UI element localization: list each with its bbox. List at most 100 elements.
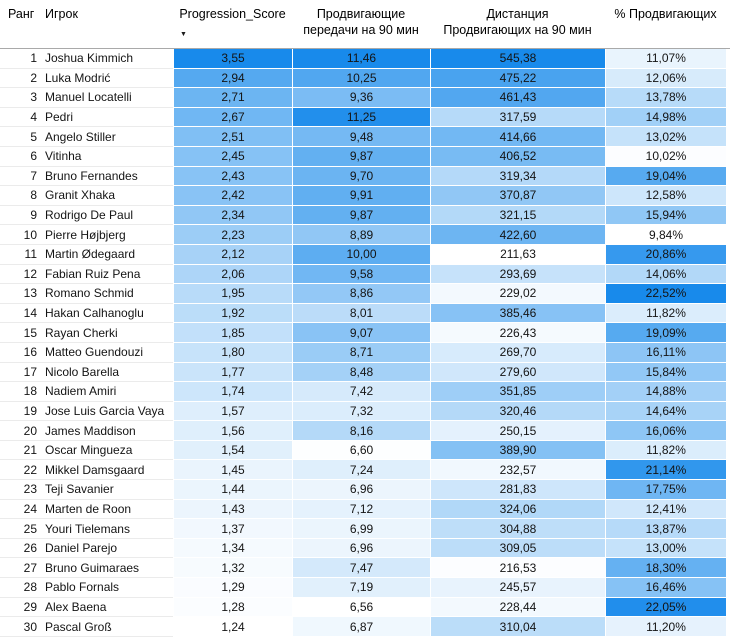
distance-cell[interactable]: 279,60: [430, 362, 605, 383]
passes-cell[interactable]: 8,16: [292, 421, 430, 441]
pct-cell[interactable]: 13,00%: [605, 538, 726, 559]
player-cell[interactable]: Angelo Stiller: [40, 127, 173, 147]
player-cell[interactable]: Rodrigo De Paul: [40, 206, 173, 226]
rank-cell[interactable]: 28: [0, 578, 40, 598]
score-cell[interactable]: 2,45: [173, 146, 292, 167]
player-cell[interactable]: Fabian Ruiz Pena: [40, 265, 173, 285]
player-cell[interactable]: Bruno Guimaraes: [40, 558, 173, 579]
pct-cell[interactable]: 9,84%: [605, 225, 726, 245]
pct-cell[interactable]: 20,86%: [605, 244, 726, 265]
score-cell[interactable]: 2,06: [173, 264, 292, 285]
distance-cell[interactable]: 232,57: [430, 460, 605, 481]
rank-cell[interactable]: 1: [0, 49, 40, 69]
pct-cell[interactable]: 11,20%: [605, 617, 726, 637]
pct-cell[interactable]: 14,06%: [605, 264, 726, 285]
score-cell[interactable]: 1,44: [173, 480, 292, 500]
rank-cell[interactable]: 3: [0, 88, 40, 108]
score-cell[interactable]: 1,80: [173, 342, 292, 363]
rank-cell[interactable]: 30: [0, 617, 40, 637]
rank-cell[interactable]: 14: [0, 304, 40, 324]
rank-cell[interactable]: 19: [0, 402, 40, 422]
player-cell[interactable]: Mikkel Damsgaard: [40, 460, 173, 481]
distance-cell[interactable]: 324,06: [430, 499, 605, 520]
pct-cell[interactable]: 13,78%: [605, 88, 726, 108]
player-cell[interactable]: James Maddison: [40, 421, 173, 441]
player-cell[interactable]: Daniel Parejo: [40, 539, 173, 559]
rank-cell[interactable]: 23: [0, 480, 40, 500]
rank-cell[interactable]: 27: [0, 558, 40, 579]
score-cell[interactable]: 2,12: [173, 244, 292, 265]
distance-cell[interactable]: 475,22: [430, 68, 605, 89]
score-cell[interactable]: 1,77: [173, 362, 292, 383]
player-cell[interactable]: Oscar Mingueza: [40, 441, 173, 461]
pct-cell[interactable]: 21,14%: [605, 460, 726, 481]
rank-cell[interactable]: 24: [0, 500, 40, 520]
rank-cell[interactable]: 5: [0, 127, 40, 147]
pct-cell[interactable]: 12,06%: [605, 68, 726, 89]
player-cell[interactable]: Nadiem Amiri: [40, 382, 173, 402]
rank-cell[interactable]: 16: [0, 343, 40, 363]
score-cell[interactable]: 1,54: [173, 440, 292, 461]
player-cell[interactable]: Alex Baena: [40, 598, 173, 618]
rank-cell[interactable]: 25: [0, 519, 40, 539]
score-cell[interactable]: 1,24: [173, 617, 292, 637]
pct-cell[interactable]: 15,94%: [605, 205, 726, 226]
score-cell[interactable]: 1,28: [173, 597, 292, 618]
player-cell[interactable]: Marten de Roon: [40, 500, 173, 520]
score-cell[interactable]: 1,85: [173, 323, 292, 343]
pct-cell[interactable]: 12,41%: [605, 499, 726, 520]
distance-cell[interactable]: 370,87: [430, 186, 605, 206]
score-cell[interactable]: 1,45: [173, 460, 292, 481]
passes-cell[interactable]: 9,87: [292, 205, 430, 226]
rank-cell[interactable]: 29: [0, 598, 40, 618]
player-cell[interactable]: Vitinha: [40, 147, 173, 167]
passes-cell[interactable]: 6,96: [292, 480, 430, 500]
passes-cell[interactable]: 8,48: [292, 362, 430, 383]
distance-cell[interactable]: 320,46: [430, 401, 605, 422]
distance-cell[interactable]: 389,90: [430, 440, 605, 461]
rank-cell[interactable]: 11: [0, 245, 40, 265]
passes-cell[interactable]: 7,32: [292, 401, 430, 422]
player-cell[interactable]: Matteo Guendouzi: [40, 343, 173, 363]
pct-cell[interactable]: 16,11%: [605, 342, 726, 363]
rank-cell[interactable]: 13: [0, 284, 40, 304]
rank-cell[interactable]: 21: [0, 441, 40, 461]
pct-cell[interactable]: 14,88%: [605, 382, 726, 402]
score-cell[interactable]: 3,55: [173, 49, 292, 69]
distance-cell[interactable]: 385,46: [430, 303, 605, 324]
distance-cell[interactable]: 281,83: [430, 480, 605, 500]
passes-cell[interactable]: 9,91: [292, 186, 430, 206]
score-cell[interactable]: 1,74: [173, 382, 292, 402]
distance-cell[interactable]: 228,44: [430, 597, 605, 618]
distance-cell[interactable]: 304,88: [430, 519, 605, 539]
passes-cell[interactable]: 9,70: [292, 166, 430, 187]
passes-cell[interactable]: 9,87: [292, 146, 430, 167]
rank-cell[interactable]: 4: [0, 108, 40, 128]
distance-cell[interactable]: 211,63: [430, 244, 605, 265]
column-header-distance[interactable]: Дистанция Продвигающих на 90 мин: [430, 0, 605, 48]
passes-cell[interactable]: 6,56: [292, 597, 430, 618]
distance-cell[interactable]: 351,85: [430, 382, 605, 402]
distance-cell[interactable]: 321,15: [430, 205, 605, 226]
rank-cell[interactable]: 8: [0, 186, 40, 206]
passes-cell[interactable]: 10,00: [292, 244, 430, 265]
player-cell[interactable]: Pierre Højbjerg: [40, 225, 173, 245]
player-cell[interactable]: Pablo Fornals: [40, 578, 173, 598]
passes-cell[interactable]: 10,25: [292, 68, 430, 89]
score-cell[interactable]: 1,57: [173, 401, 292, 422]
pct-cell[interactable]: 15,84%: [605, 362, 726, 383]
passes-cell[interactable]: 7,47: [292, 558, 430, 579]
rank-cell[interactable]: 12: [0, 265, 40, 285]
distance-cell[interactable]: 319,34: [430, 166, 605, 187]
distance-cell[interactable]: 317,59: [430, 107, 605, 128]
passes-cell[interactable]: 11,25: [292, 107, 430, 128]
player-cell[interactable]: Manuel Locatelli: [40, 88, 173, 108]
pct-cell[interactable]: 18,30%: [605, 558, 726, 579]
pct-cell[interactable]: 11,82%: [605, 440, 726, 461]
score-cell[interactable]: 2,43: [173, 166, 292, 187]
column-header-rank[interactable]: Ранг: [0, 0, 40, 48]
player-cell[interactable]: Jose Luis Garcia Vaya: [40, 402, 173, 422]
pct-cell[interactable]: 13,87%: [605, 519, 726, 539]
passes-cell[interactable]: 7,42: [292, 382, 430, 402]
pct-cell[interactable]: 22,05%: [605, 597, 726, 618]
